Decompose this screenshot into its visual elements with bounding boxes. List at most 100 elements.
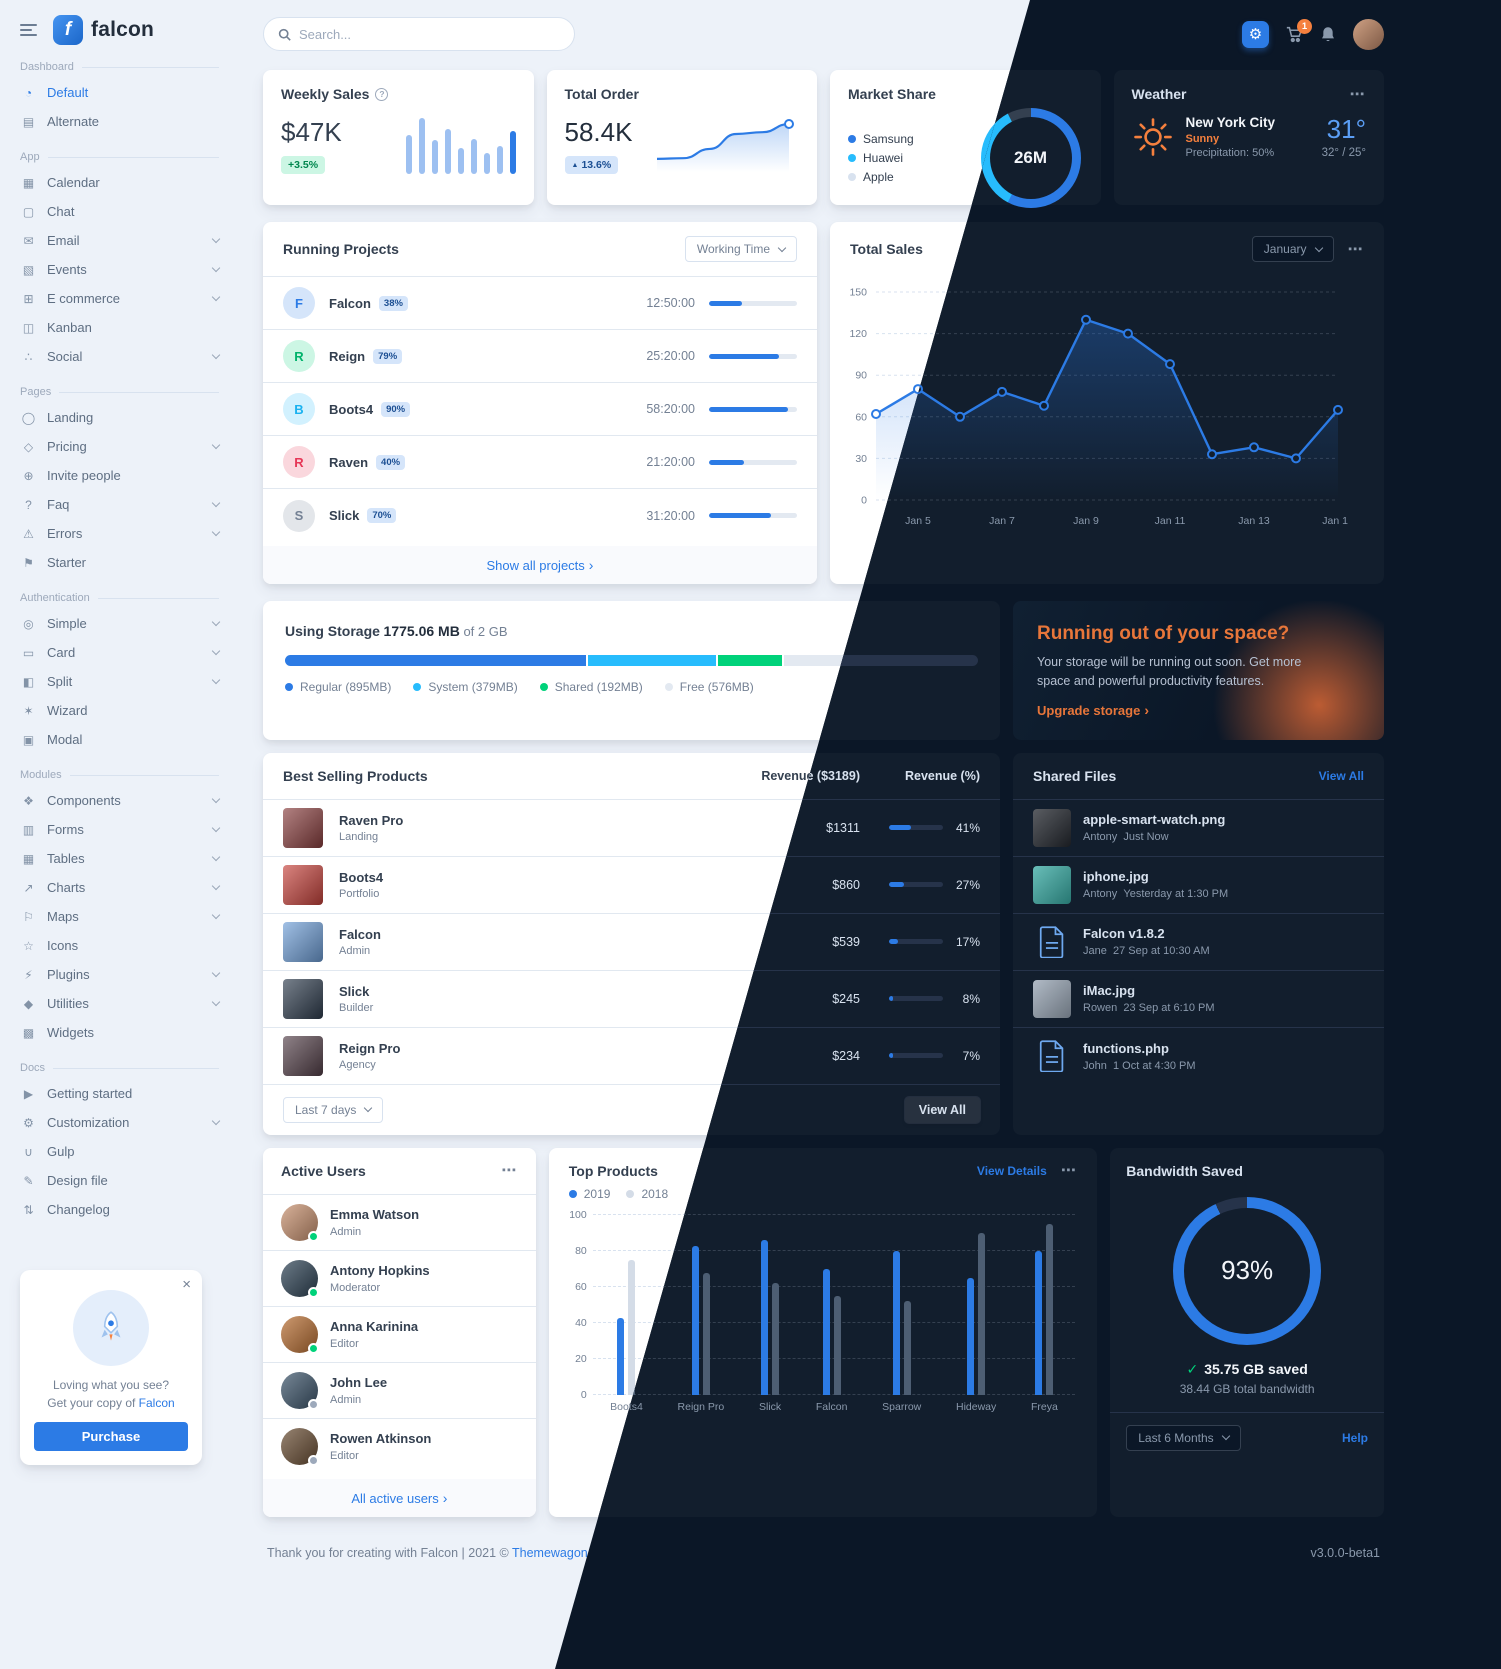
product-name-link[interactable]: Boots4 <box>339 869 384 885</box>
file-row[interactable]: functions.php John 1 Oct at 4:30 PM <box>1013 1028 1384 1085</box>
sidebar-item-split[interactable]: ◧ Split <box>20 667 221 696</box>
sidebar-item-wizard[interactable]: ✶ Wizard <box>20 696 219 725</box>
user-avatar[interactable] <box>1353 18 1384 50</box>
file-name-link[interactable]: functions.php <box>1083 1040 1169 1056</box>
product-thumbnail[interactable] <box>283 1035 323 1076</box>
product-thumbnail[interactable] <box>283 921 323 962</box>
product-thumbnail[interactable] <box>283 807 323 848</box>
sidebar-item-design-file[interactable]: ✎ Design file <box>20 1166 219 1195</box>
sidebar-item-changelog[interactable]: ⇅ Changelog <box>20 1195 219 1224</box>
date-range-select[interactable]: Last 7 days <box>283 1096 384 1123</box>
file-row[interactable]: iphone.jpg Antony Yesterday at 1:30 PM <box>1013 857 1384 914</box>
view-all-button[interactable]: View All <box>904 1096 980 1123</box>
sidebar-item-ecommerce[interactable]: ⊞ E commerce <box>20 284 221 313</box>
upgrade-storage-link[interactable]: Upgrade storage › <box>1037 701 1149 718</box>
themewagon-link[interactable]: Themewagon <box>512 1545 588 1560</box>
sidebar-item-card[interactable]: ▭ Card <box>20 638 221 667</box>
user-name-link[interactable]: Emma Watson <box>330 1206 420 1222</box>
falcon-logo[interactable]: f falcon <box>53 15 154 45</box>
project-name-link[interactable]: Boots4 <box>329 401 374 417</box>
user-name-link[interactable]: John Lee <box>330 1374 388 1390</box>
chevron-down-icon <box>1314 243 1323 252</box>
sidebar-item-maps[interactable]: ⚐ Maps <box>20 902 221 931</box>
id-card-icon: ▭ <box>22 645 35 660</box>
show-all-projects-link[interactable]: Show all projects› <box>263 546 817 584</box>
product-name-link[interactable]: Reign Pro <box>339 1040 401 1056</box>
product-name-link[interactable]: Falcon <box>339 926 381 942</box>
sidebar-item-gulp[interactable]: ∪ Gulp <box>20 1137 219 1166</box>
product-thumbnail[interactable] <box>283 864 323 905</box>
product-name-link[interactable]: Slick <box>339 983 370 999</box>
period-select[interactable]: Last 6 Months <box>1126 1424 1241 1451</box>
sidebar-item-forms[interactable]: ▥ Forms <box>20 815 221 844</box>
sidebar-item-customization[interactable]: ⚙ Customization <box>20 1108 221 1137</box>
settings-button[interactable]: ⚙ <box>1242 20 1269 48</box>
user-name-link[interactable]: Antony Hopkins <box>330 1262 430 1278</box>
purchase-button[interactable]: Purchase <box>34 1422 188 1451</box>
chart-pie-icon: ◔ <box>24 85 33 100</box>
hamburger-menu-icon[interactable] <box>20 24 37 36</box>
file-row[interactable]: Falcon v1.8.2 Jane 27 Sep at 10:30 AM <box>1013 914 1384 971</box>
user-name-link[interactable]: Anna Karinina <box>330 1318 419 1334</box>
sidebar-item-pricing[interactable]: ◇ Pricing <box>20 432 221 461</box>
view-all-link[interactable]: View All <box>1318 768 1364 783</box>
product-name-link[interactable]: Raven Pro <box>339 812 404 828</box>
falcon-link[interactable]: Falcon <box>138 1396 175 1410</box>
search-input[interactable] <box>299 26 560 42</box>
project-name-link[interactable]: Raven <box>329 454 369 470</box>
sidebar-item-plugins[interactable]: ⚡ Plugins <box>20 960 221 989</box>
card-menu-dots[interactable]: ⋯ <box>1347 240 1364 258</box>
card-menu-dots[interactable]: ⋯ <box>1349 85 1366 103</box>
sidebar-item-errors[interactable]: ⚠ Errors <box>20 519 221 548</box>
sidebar-item-label: Invite people <box>47 468 121 483</box>
sidebar-item-modal[interactable]: ▣ Modal <box>20 725 219 754</box>
file-row[interactable]: iMac.jpg Rowen 23 Sep at 6:10 PM <box>1013 971 1384 1028</box>
file-name-link[interactable]: iphone.jpg <box>1083 869 1149 885</box>
sidebar-item-getting-started[interactable]: ▶ Getting started <box>20 1079 219 1108</box>
sidebar-item-faq[interactable]: ? Faq <box>20 490 221 519</box>
sidebar-item-chat[interactable]: ▢ Chat <box>20 197 219 226</box>
project-name-link[interactable]: Reign <box>329 348 366 364</box>
sidebar-item-social[interactable]: ∴ Social <box>20 342 221 371</box>
sidebar-item-alternate[interactable]: ▤ Alternate <box>20 107 219 136</box>
sidebar-item-calendar[interactable]: ▦ Calendar <box>20 168 219 197</box>
info-icon[interactable]: ? <box>375 87 389 101</box>
sidebar-item-default[interactable]: ◔ Default <box>20 78 219 107</box>
month-select[interactable]: January <box>1251 236 1334 262</box>
sidebar-item-landing[interactable]: ◯ Landing <box>20 403 219 432</box>
sidebar-item-events[interactable]: ▧ Events <box>20 255 221 284</box>
notifications-button[interactable] <box>1320 26 1336 43</box>
card-menu-dots[interactable]: ⋯ <box>1060 1162 1078 1180</box>
sidebar-item-charts[interactable]: ↗ Charts <box>20 873 221 902</box>
sidebar-item-tables[interactable]: ▦ Tables <box>20 844 221 873</box>
cart-button[interactable]: 1 <box>1286 18 1312 43</box>
products-files-row: Best Selling Products Revenue ($3189) Re… <box>263 752 1384 1135</box>
search-box[interactable] <box>263 17 575 51</box>
file-name-link[interactable]: iMac.jpg <box>1083 983 1136 999</box>
all-active-users-link[interactable]: All active users› <box>263 1478 536 1517</box>
product-thumbnail[interactable] <box>283 978 323 1019</box>
working-time-select[interactable]: Working Time <box>684 236 797 262</box>
sidebar-item-widgets[interactable]: ▩ Widgets <box>20 1018 219 1047</box>
sidebar-item-kanban[interactable]: ◫ Kanban <box>20 313 219 342</box>
sidebar-item-invite-people[interactable]: ⊕ Invite people <box>20 461 219 490</box>
project-name-link[interactable]: Falcon <box>329 295 371 311</box>
user-name-link[interactable]: Rowen Atkinson <box>330 1431 432 1447</box>
file-name-link[interactable]: apple-smart-watch.png <box>1083 812 1226 828</box>
sidebar-item-starter[interactable]: ⚑ Starter <box>20 548 219 577</box>
sidebar-item-utilities[interactable]: ◆ Utilities <box>20 989 221 1018</box>
card-menu-dots[interactable]: ⋯ <box>501 1162 518 1180</box>
project-name-link[interactable]: Slick <box>329 508 360 523</box>
help-link[interactable]: Help <box>1341 1430 1368 1445</box>
sidebar-item-email[interactable]: ✉ Email <box>20 226 221 255</box>
view-details-link[interactable]: View Details <box>976 1163 1047 1178</box>
svg-text:Jan 15: Jan 15 <box>1322 515 1348 527</box>
sidebar-item-components[interactable]: ❖ Components <box>20 786 221 815</box>
file-name-link[interactable]: Falcon v1.8.2 <box>1083 926 1165 942</box>
sidebar-item-icons[interactable]: ☆ Icons <box>20 931 219 960</box>
revenue-progress-bar <box>889 996 943 1002</box>
gear-icon: ⚙ <box>1248 26 1263 43</box>
sidebar-item-simple[interactable]: ◎ Simple <box>20 609 221 638</box>
file-row[interactable]: apple-smart-watch.png Antony Just Now <box>1013 800 1384 857</box>
close-icon[interactable]: × <box>182 1276 191 1293</box>
